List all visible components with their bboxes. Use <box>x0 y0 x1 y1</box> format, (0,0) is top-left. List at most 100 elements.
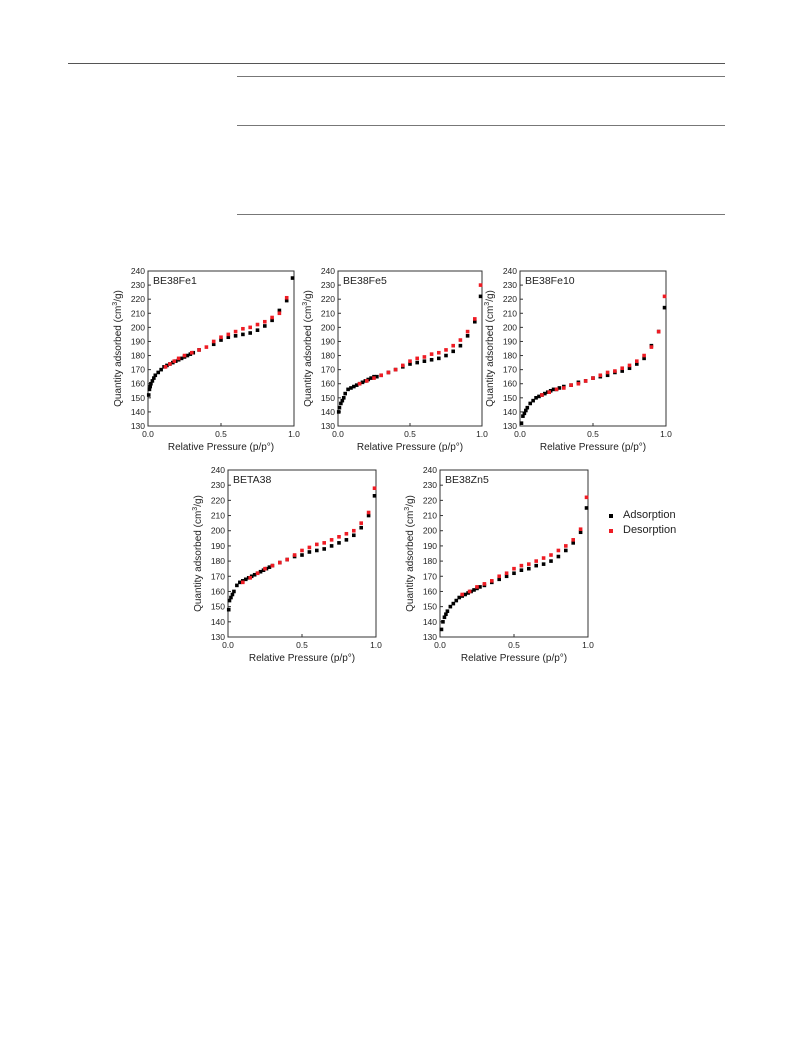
desorption-point <box>233 329 238 334</box>
x-tick-label: 1.0 <box>370 640 382 650</box>
adsorption-point <box>442 615 447 620</box>
adsorption-point <box>179 356 184 361</box>
plot-frame <box>337 270 483 427</box>
x-tick-label: 0.0 <box>222 640 234 650</box>
adsorption-point <box>147 387 152 392</box>
y-tick-label: 210 <box>321 308 335 318</box>
chart-legend: Adsorption Desorption <box>609 508 676 538</box>
y-tick-label: 150 <box>321 393 335 403</box>
x-tick-label: 1.0 <box>582 640 594 650</box>
adsorption-point <box>232 589 236 594</box>
x-tick-label: 0.5 <box>587 429 599 439</box>
adsorption-point <box>243 577 248 582</box>
chart-be38fe5: 130 140 150 160 170 180 190 200 210 220 230 240 0.0 0… <box>302 266 488 453</box>
legend-marker-desorption <box>609 528 613 533</box>
desorption-point <box>576 381 581 386</box>
adsorption-point <box>277 308 282 313</box>
adsorption-point <box>307 550 312 554</box>
plot-frame <box>519 270 667 427</box>
adsorption-point <box>408 362 412 366</box>
desorption-point <box>460 592 464 597</box>
adsorption-point <box>263 324 267 328</box>
desorption-point <box>285 557 289 562</box>
adsorption-point <box>537 394 541 399</box>
adsorption-point <box>531 398 535 403</box>
desorption-point <box>662 294 667 299</box>
desorption-point <box>635 359 639 363</box>
desorption-point <box>401 363 405 368</box>
x-tick-label: 0.5 <box>404 429 416 439</box>
desorption-point <box>270 563 275 568</box>
adsorption-point <box>605 373 610 378</box>
desorption-point <box>591 376 595 380</box>
x-tick-label: 1.0 <box>288 429 300 439</box>
x-tick-label: 0.0 <box>434 640 446 650</box>
adsorption-point <box>290 276 295 280</box>
desorption-point <box>451 343 455 348</box>
desorption-point <box>176 356 181 361</box>
adsorption-point <box>521 414 525 418</box>
desorption-point <box>344 531 349 536</box>
desorption-point <box>465 329 470 334</box>
y-axis-label-sup: 3 <box>404 507 411 511</box>
adsorption-point <box>369 376 373 380</box>
adsorption-point <box>473 319 477 324</box>
y-tick-label: 210 <box>131 308 145 318</box>
desorption-point <box>284 295 289 300</box>
x-tick-label: 0.0 <box>332 429 344 439</box>
desorption-point <box>329 538 334 542</box>
desorption-point <box>211 339 216 344</box>
adsorption-point <box>429 357 434 362</box>
x-axis-label: Relative Pressure (p/p°) <box>168 442 274 453</box>
desorption-point <box>554 387 559 392</box>
desorption-point <box>263 566 267 571</box>
adsorption-point <box>444 612 448 617</box>
legend-marker-adsorption <box>609 513 613 518</box>
adsorption-point <box>219 338 223 342</box>
desorption-point <box>270 315 274 320</box>
adsorption-point <box>627 366 632 371</box>
desorption-point <box>337 535 341 539</box>
desorption-point <box>352 528 356 533</box>
y-tick-label: 200 <box>131 322 145 332</box>
adsorption-point <box>150 379 155 383</box>
y-tick-label: 220 <box>131 294 145 304</box>
adsorption-point <box>478 294 483 299</box>
desorption-point <box>248 575 252 580</box>
adsorption-point <box>156 370 161 375</box>
desorption-point <box>444 348 448 352</box>
desorption-point <box>197 348 201 352</box>
adsorption-point <box>578 530 583 535</box>
adsorption-point <box>534 563 538 568</box>
y-axis-label-sup: 3 <box>192 507 199 511</box>
adsorption-point <box>238 580 242 585</box>
desorption-point <box>292 553 297 557</box>
desorption-point <box>241 580 245 585</box>
chart-title: BE38Fe1 <box>153 275 197 287</box>
x-tick-label: 0.5 <box>508 640 520 650</box>
x-tick-label: 0.0 <box>514 429 526 439</box>
y-tick-label: 240 <box>321 266 335 276</box>
desorption-point <box>613 369 617 373</box>
desorption-point <box>379 373 383 378</box>
adsorption-point <box>153 373 158 378</box>
desorption-point <box>241 326 245 331</box>
desorption-point <box>372 486 377 491</box>
desorption-point <box>415 356 419 361</box>
adsorption-point <box>472 588 476 592</box>
y-tick-label: 150 <box>131 393 145 403</box>
adsorption-point <box>543 391 547 396</box>
desorption-point <box>519 563 524 568</box>
desorption-point <box>478 283 483 287</box>
desorption-point <box>226 332 231 337</box>
desorption-point <box>504 571 509 576</box>
desorption-point <box>584 495 589 500</box>
adsorption-point <box>340 398 345 403</box>
desorption-point <box>534 559 538 563</box>
desorption-point <box>656 329 661 334</box>
adsorption-point <box>556 554 561 559</box>
adsorption-point <box>241 332 245 337</box>
adsorption-point <box>341 396 346 400</box>
adsorption-point <box>441 620 445 624</box>
adsorption-point <box>346 387 350 392</box>
